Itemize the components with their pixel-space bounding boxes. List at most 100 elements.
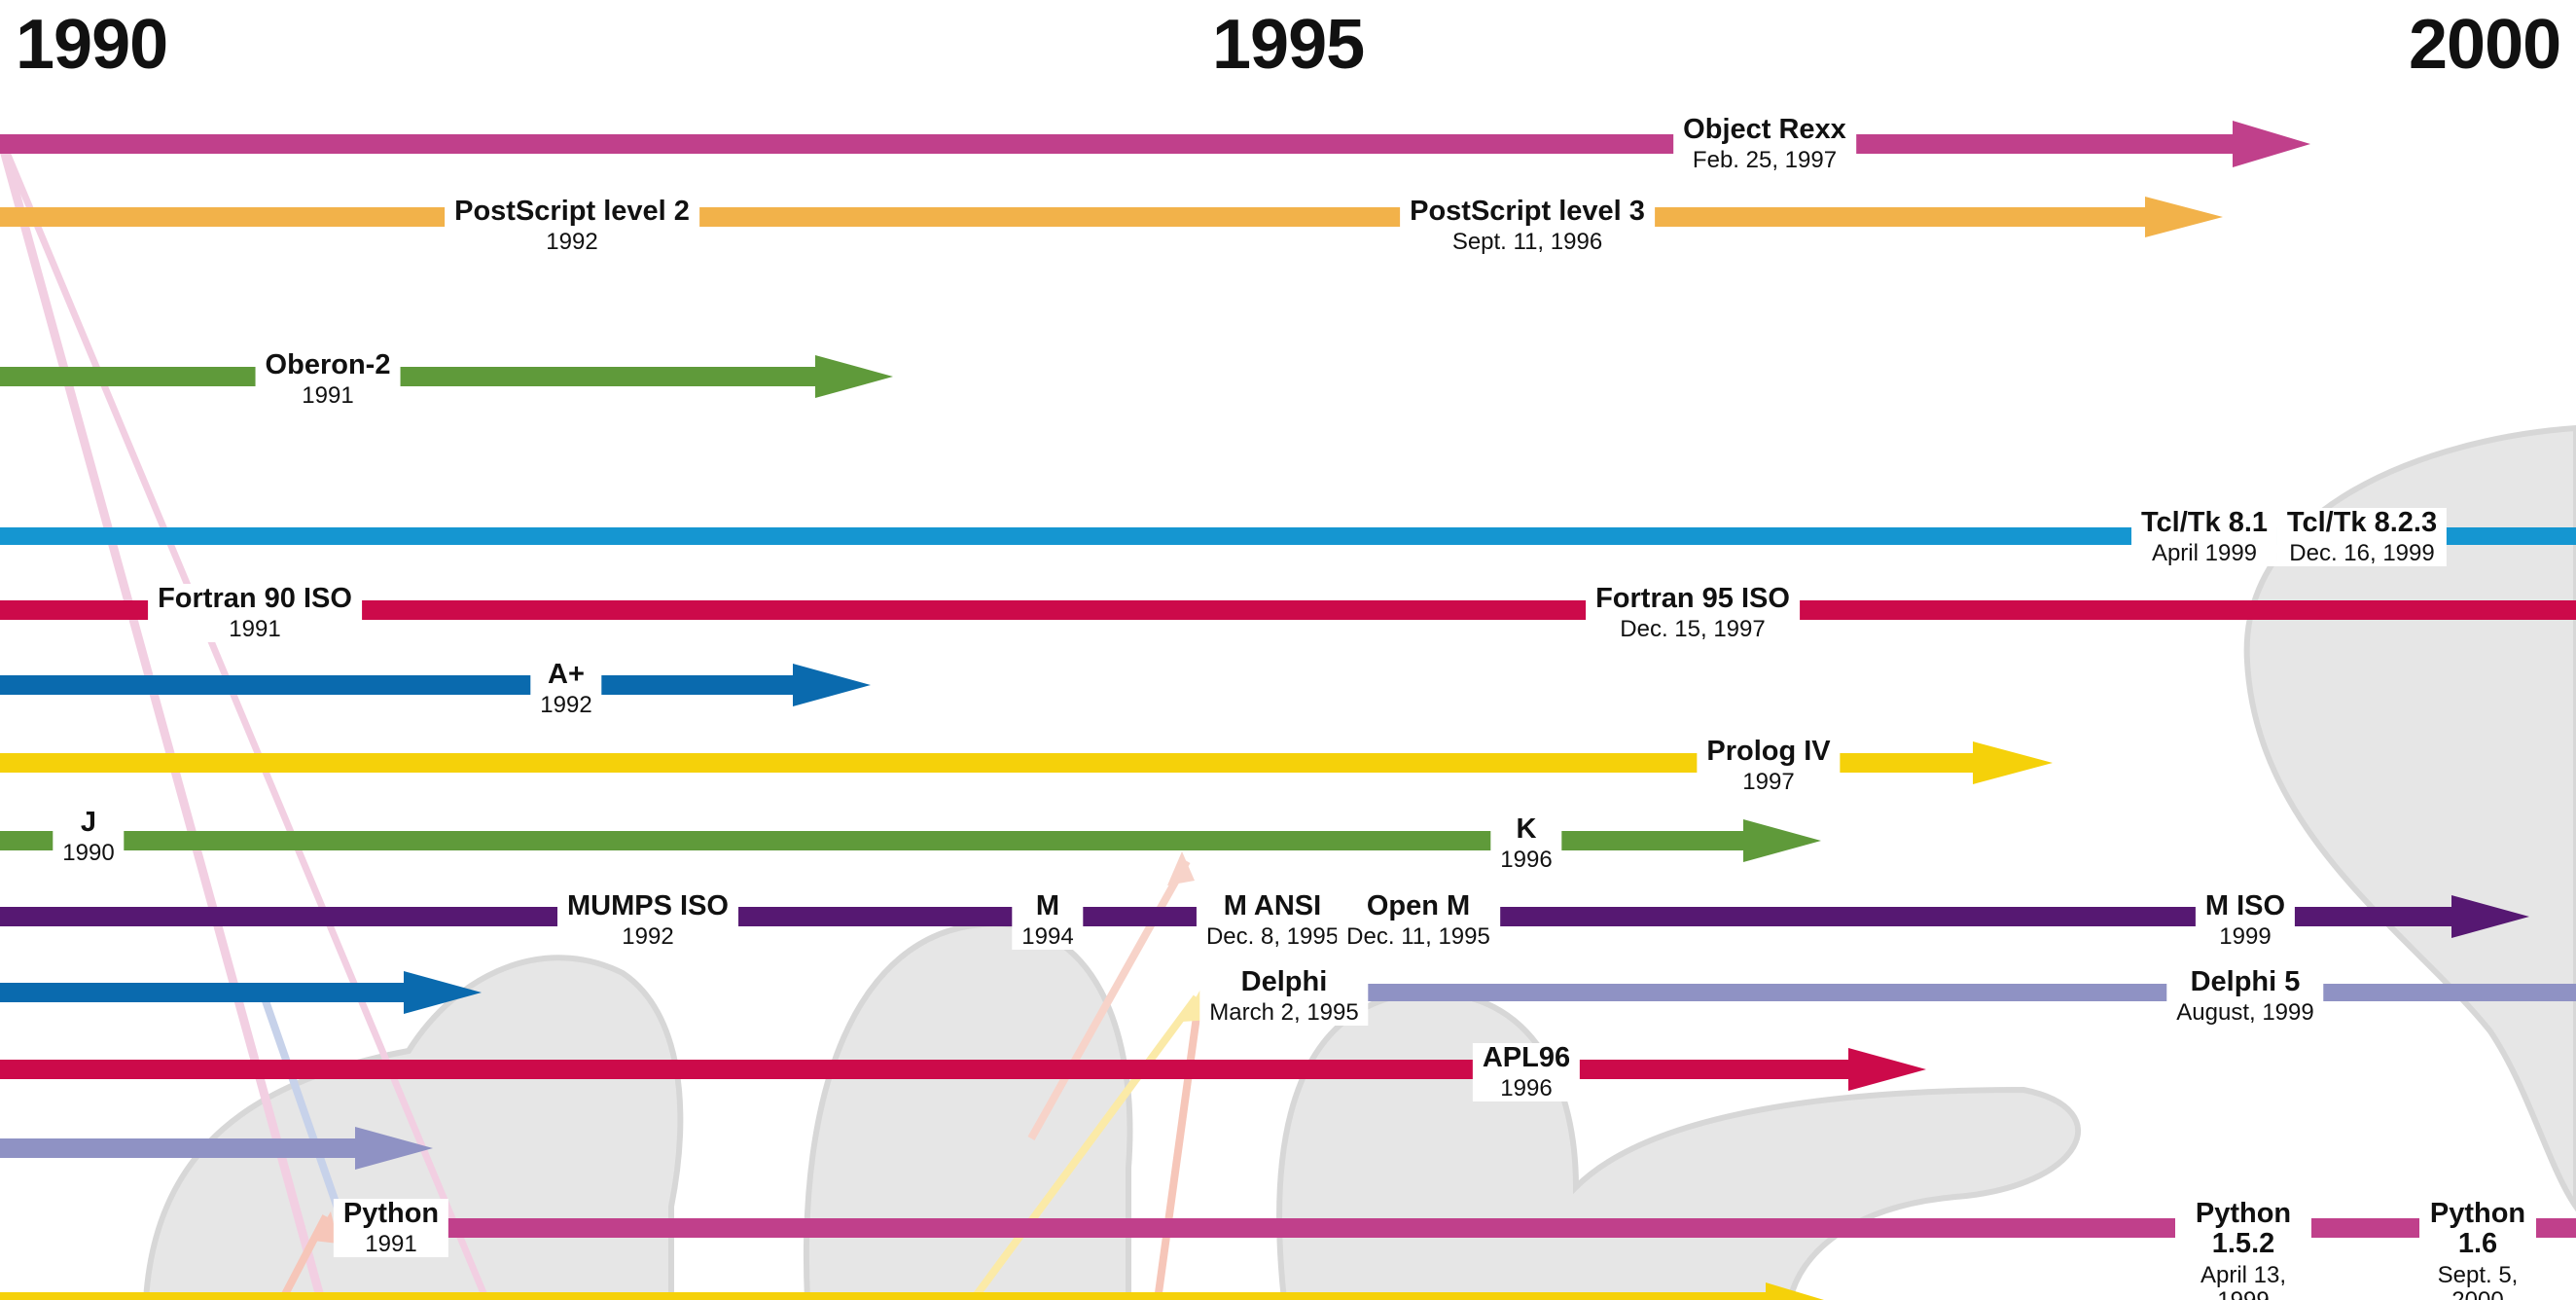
milestone-date: 1991 <box>365 1231 417 1258</box>
python-bar <box>447 1218 2576 1238</box>
connector-arrowhead <box>1167 851 1195 885</box>
milestone-tcl-tk-8-1: Tcl/Tk 8.1 April 1999 <box>2130 507 2278 567</box>
milestone-date: 1992 <box>546 229 598 256</box>
milestone-name: M ANSI <box>1223 890 1322 921</box>
milestone-python: Python 1991 <box>333 1198 449 1258</box>
milestone-name: Object Rexx <box>1683 114 1846 145</box>
lavender-short-bar <box>0 1138 360 1158</box>
milestone-name: K <box>1516 813 1537 845</box>
milestone-name: M ISO <box>2204 890 2286 921</box>
connector-line <box>278 1214 330 1300</box>
postscript-arrowhead <box>2145 197 2223 237</box>
lavender-short-arrowhead <box>355 1127 433 1170</box>
milestone-name: Delphi <box>1240 966 1328 997</box>
connector-line <box>1154 1001 1202 1300</box>
jk-arrowhead <box>1743 819 1821 862</box>
milestone-a-plus: A+ 1992 <box>530 659 602 719</box>
milestone-prolog-iv: Prolog IV 1997 <box>1697 736 1841 796</box>
milestone-k: K 1996 <box>1490 813 1562 874</box>
apl-bar <box>0 1060 1853 1079</box>
milestone-name: Python <box>342 1198 440 1229</box>
milestone-delphi: Delphi March 2, 1995 <box>1199 966 1369 1027</box>
milestone-name: Oberon-2 <box>265 349 391 380</box>
milestone-name: A+ <box>548 659 585 690</box>
milestone-postscript-level-2: PostScript level 2 1992 <box>445 196 699 256</box>
milestone-name: Tcl/Tk 8.1 <box>2140 507 2269 538</box>
timeline-bars <box>0 121 2576 1300</box>
year-1995: 1995 <box>1212 6 1365 84</box>
milestone-open-m: Open M Dec. 11, 1995 <box>1337 890 1500 951</box>
milestone-m: M 1994 <box>1012 890 1084 951</box>
prolog-bar <box>0 753 1975 773</box>
milestone-name: Fortran 90 ISO <box>158 583 352 614</box>
milestone-date: 1992 <box>540 692 592 719</box>
milestone-date: 1994 <box>1021 923 1074 951</box>
connector-line <box>259 991 344 1218</box>
snake-head <box>2243 424 2576 1212</box>
connector-line <box>969 994 1200 1300</box>
milestone-oberon-2: Oberon-2 1991 <box>255 349 401 410</box>
connector-lines <box>0 134 1211 1300</box>
milestone-date: 1991 <box>302 382 354 410</box>
delphi-bar <box>1333 984 2576 1001</box>
tcl-bar <box>0 527 2576 545</box>
milestone-name: APL96 <box>1482 1042 1571 1073</box>
snake-coil-middle <box>803 921 1133 1300</box>
milestone-date: April 1999 <box>2151 540 2258 567</box>
yellow-bottom-arrowhead <box>1766 1282 1824 1300</box>
milestone-fortran-95-iso: Fortran 95 ISO Dec. 15, 1997 <box>1586 583 1800 643</box>
milestone-name: Python 1.5.2 <box>2195 1198 2292 1260</box>
aplus-bar <box>0 675 798 695</box>
milestone-name: M <box>1035 890 1060 921</box>
object-rexx-bar <box>0 134 2237 154</box>
milestone-date: 1992 <box>622 923 674 951</box>
milestone-date: 1997 <box>1742 769 1795 796</box>
milestone-name: PostScript level 2 <box>454 196 690 227</box>
milestone-name: Fortran 95 ISO <box>1595 583 1790 614</box>
milestone-date: Sept. 11, 1996 <box>1451 229 1603 256</box>
milestone-date: Dec. 11, 1995 <box>1346 923 1490 951</box>
milestone-name: PostScript level 3 <box>1410 196 1645 227</box>
snake-coil-right <box>1276 989 2082 1300</box>
milestone-mumps-iso: MUMPS ISO 1992 <box>557 890 738 951</box>
connector-line <box>0 134 326 1300</box>
milestone-date: Dec. 8, 1995 <box>1205 923 1340 951</box>
milestone-name: Delphi 5 <box>2190 966 2301 997</box>
milestone-date: Dec. 16, 1999 <box>2289 540 2435 567</box>
milestone-tcl-tk-8-2-3: Tcl/Tk 8.2.3 Dec. 16, 1999 <box>2276 507 2448 567</box>
milestone-name: MUMPS ISO <box>567 890 729 921</box>
milestone-python-1-5-2: Python 1.5.2 April 13, 1999 <box>2175 1198 2311 1300</box>
milestone-date: 1990 <box>62 840 115 867</box>
aplus-arrowhead <box>793 664 871 706</box>
milestone-date: 1991 <box>229 616 281 643</box>
milestone-date: Feb. 25, 1997 <box>1692 147 1838 174</box>
milestone-python-1-6: Python 1.6 Sept. 5, 2000 <box>2419 1198 2536 1300</box>
apl-arrowhead <box>1848 1048 1926 1091</box>
milestone-date: April 13, 1999 <box>2200 1261 2287 1300</box>
connector-arrowhead <box>313 1211 339 1244</box>
object-rexx-arrowhead <box>2233 121 2310 167</box>
milestone-m-ansi: M ANSI Dec. 8, 1995 <box>1196 890 1349 951</box>
milestone-m-iso: M ISO 1999 <box>2195 890 2296 951</box>
fortran-bar <box>0 600 2576 620</box>
milestone-delphi-5: Delphi 5 August, 1999 <box>2166 966 2324 1027</box>
milestone-apl96: APL96 1996 <box>1472 1042 1581 1102</box>
milestone-date: Dec. 15, 1997 <box>1620 616 1766 643</box>
milestone-date: March 2, 1995 <box>1209 999 1359 1027</box>
milestone-date: 1996 <box>1500 847 1553 874</box>
connector-line <box>0 134 490 1300</box>
milestone-name: Tcl/Tk 8.2.3 <box>2286 507 2438 538</box>
milestone-date: 1996 <box>1500 1075 1553 1102</box>
milestone-postscript-level-3: PostScript level 3 Sept. 11, 1996 <box>1400 196 1655 256</box>
milestone-name: Python 1.6 <box>2429 1198 2526 1260</box>
milestone-fortran-90-iso: Fortran 90 ISO 1991 <box>148 583 362 643</box>
milestone-j: J 1990 <box>53 807 125 867</box>
jk-bar <box>0 831 1746 850</box>
oberon-bar <box>0 367 817 386</box>
yellow-bottom-bar <box>0 1292 1771 1300</box>
milestone-date: August, 1999 <box>2176 999 2314 1027</box>
year-1990: 1990 <box>16 6 168 84</box>
prolog-arrowhead <box>1973 741 2053 784</box>
oberon-arrowhead <box>815 355 893 398</box>
